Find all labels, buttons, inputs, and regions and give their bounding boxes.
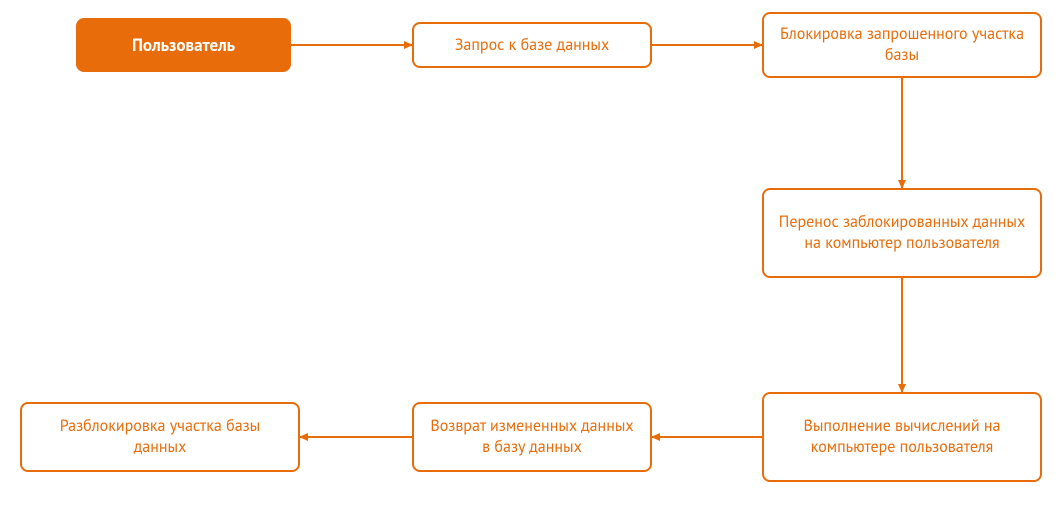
flowchart-node-label: Запрос к базе данных <box>455 35 609 56</box>
flowchart-node-compute: Выполнение вычислений на компьютере поль… <box>762 392 1042 482</box>
flowchart-node-query: Запрос к базе данных <box>412 22 652 68</box>
flowchart-node-lock: Блокировка запрошенного участка базы <box>762 12 1042 78</box>
flowchart-node-label: Разблокировка участка базы данных <box>36 416 284 458</box>
flowchart-node-unlock: Разблокировка участка базы данных <box>20 402 300 472</box>
flowchart-node-label: Возврат измененных данных в базу данных <box>428 416 636 458</box>
flowchart-node-label: Блокировка запрошенного участка базы <box>778 24 1026 66</box>
flowchart-node-label: Пользователь <box>132 34 235 56</box>
flowchart-node-label: Перенос заблокированных данных на компью… <box>778 212 1026 254</box>
flowchart-node-user: Пользователь <box>76 18 291 72</box>
flowchart-node-transfer: Перенос заблокированных данных на компью… <box>762 188 1042 278</box>
flowchart-node-label: Выполнение вычислений на компьютере поль… <box>778 416 1026 458</box>
flowchart-node-return: Возврат измененных данных в базу данных <box>412 402 652 472</box>
